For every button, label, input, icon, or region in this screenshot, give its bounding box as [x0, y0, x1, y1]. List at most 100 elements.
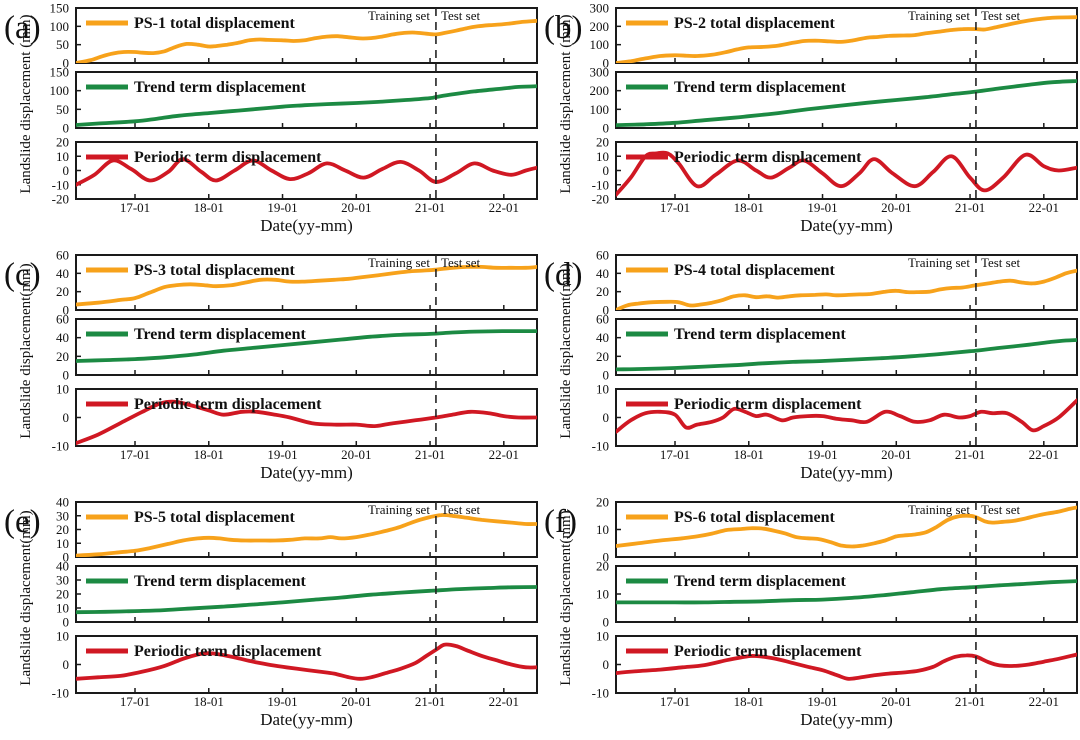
- x-tick-label: 17-01: [660, 694, 690, 709]
- y-tick-label: 40: [596, 330, 609, 345]
- trend-displacement-curve: [616, 579, 1077, 605]
- y-tick-label: 10: [56, 629, 69, 644]
- periodic-displacement-curve: [76, 399, 537, 446]
- y-tick-label: 20: [596, 284, 609, 299]
- y-tick-label: 100: [590, 102, 610, 117]
- x-axis-label: Date(yy-mm): [800, 710, 893, 729]
- y-tick-label: 10: [56, 601, 69, 616]
- legend-label-periodic: Periodic term displacement: [674, 643, 862, 660]
- y-tick-label: 20: [596, 495, 609, 510]
- legend-label-trend: Trend term displacement: [674, 79, 847, 96]
- y-tick-label: 10: [56, 536, 69, 551]
- x-tick-label: 17-01: [660, 200, 690, 215]
- y-tick-label: 150: [50, 65, 70, 80]
- y-tick-label: 20: [56, 349, 69, 364]
- y-tick-label: 20: [56, 135, 69, 150]
- y-tick-label: 0: [63, 550, 70, 565]
- legend-label-periodic: Periodic term displacement: [674, 396, 862, 413]
- y-tick-label: 10: [56, 149, 69, 164]
- x-axis-label: Date(yy-mm): [260, 463, 353, 482]
- x-tick-label: 19-01: [807, 447, 837, 462]
- panel-letter-b: (b): [544, 10, 582, 46]
- periodic-displacement-curve: [76, 157, 537, 187]
- y-axis-label: Landslide displacement(mm): [18, 263, 34, 438]
- y-tick-label: 0: [63, 410, 70, 425]
- y-tick-label: 200: [590, 19, 610, 34]
- y-tick-label: 0: [63, 615, 70, 630]
- y-tick-label: 10: [596, 382, 609, 397]
- y-tick-label: 0: [603, 163, 610, 178]
- legend-label-periodic: Periodic term displacement: [134, 396, 322, 413]
- y-tick-label: -10: [52, 177, 69, 192]
- legend-label-periodic: Periodic term displacement: [134, 149, 322, 166]
- y-tick-label: -10: [592, 439, 609, 454]
- y-tick-label: 60: [596, 312, 609, 327]
- y-tick-label: -20: [592, 192, 609, 207]
- x-tick-label: 20-01: [341, 447, 371, 462]
- y-tick-label: 60: [596, 248, 609, 263]
- x-axis-label: Date(yy-mm): [800, 463, 893, 482]
- x-axis-label: Date(yy-mm): [260, 710, 353, 729]
- y-tick-label: 300: [590, 1, 610, 16]
- periodic-displacement-curve: [616, 150, 1077, 197]
- y-tick-label: 50: [56, 102, 69, 117]
- x-tick-label: 18-01: [194, 447, 224, 462]
- y-axis-label: Landslide displacement(mm): [558, 510, 574, 685]
- y-tick-label: 0: [63, 121, 70, 136]
- y-tick-label: 60: [56, 248, 69, 263]
- x-tick-label: 17-01: [660, 447, 690, 462]
- y-tick-label: 0: [603, 368, 610, 383]
- x-tick-label: 18-01: [734, 694, 764, 709]
- legend-label-trend: Trend term displacement: [134, 79, 307, 96]
- x-tick-label: 20-01: [341, 200, 371, 215]
- x-tick-label: 22-01: [489, 694, 519, 709]
- y-tick-label: 0: [63, 56, 70, 71]
- y-tick-label: 150: [50, 1, 70, 16]
- y-tick-label: 20: [596, 135, 609, 150]
- training-set-label: Training set: [368, 8, 430, 23]
- subplot-border: [75, 7, 538, 64]
- y-tick-label: -10: [52, 439, 69, 454]
- legend-label-trend: Trend term displacement: [134, 573, 307, 590]
- y-tick-label: 10: [56, 382, 69, 397]
- periodic-displacement-curve: [76, 642, 537, 681]
- test-set-label: Test set: [981, 8, 1021, 23]
- y-tick-label: 40: [596, 266, 609, 281]
- trend-displacement-curve: [76, 329, 537, 363]
- y-axis-label: Landslide displacement(mm): [558, 263, 574, 438]
- test-set-label: Test set: [441, 8, 481, 23]
- subplot-border: [615, 71, 1078, 129]
- total-displacement-curve: [76, 513, 537, 557]
- x-tick-label: 19-01: [267, 694, 297, 709]
- x-tick-label: 22-01: [489, 447, 519, 462]
- legend-label-total: PS-2 total displacement: [674, 15, 836, 32]
- y-tick-label: 0: [603, 56, 610, 71]
- y-tick-label: 40: [56, 559, 69, 574]
- y-tick-label: 20: [596, 349, 609, 364]
- y-axis-label: Landslide displacement (mm): [558, 14, 574, 193]
- total-displacement-curve: [76, 18, 537, 63]
- training-set-label: Training set: [368, 255, 430, 270]
- x-tick-label: 20-01: [881, 694, 911, 709]
- panel-e: (e)Landslide displacement(mm) 010203040PS…: [4, 495, 538, 729]
- legend-label-total: PS-5 total displacement: [134, 509, 296, 526]
- y-tick-label: 20: [56, 284, 69, 299]
- y-tick-label: 0: [63, 163, 70, 178]
- y-tick-label: 30: [56, 573, 69, 588]
- x-tick-label: 22-01: [1029, 694, 1059, 709]
- y-tick-label: 0: [63, 303, 70, 318]
- y-tick-label: 50: [56, 37, 69, 52]
- training-set-label: Training set: [908, 255, 970, 270]
- total-displacement-curve: [616, 15, 1077, 63]
- periodic-displacement-curve: [616, 652, 1077, 681]
- y-tick-label: 20: [56, 522, 69, 537]
- y-tick-label: 0: [603, 303, 610, 318]
- y-tick-label: 10: [596, 629, 609, 644]
- training-set-label: Training set: [908, 502, 970, 517]
- x-tick-label: 21-01: [955, 200, 985, 215]
- x-tick-label: 19-01: [807, 694, 837, 709]
- y-tick-label: 0: [603, 550, 610, 565]
- x-tick-label: 21-01: [955, 694, 985, 709]
